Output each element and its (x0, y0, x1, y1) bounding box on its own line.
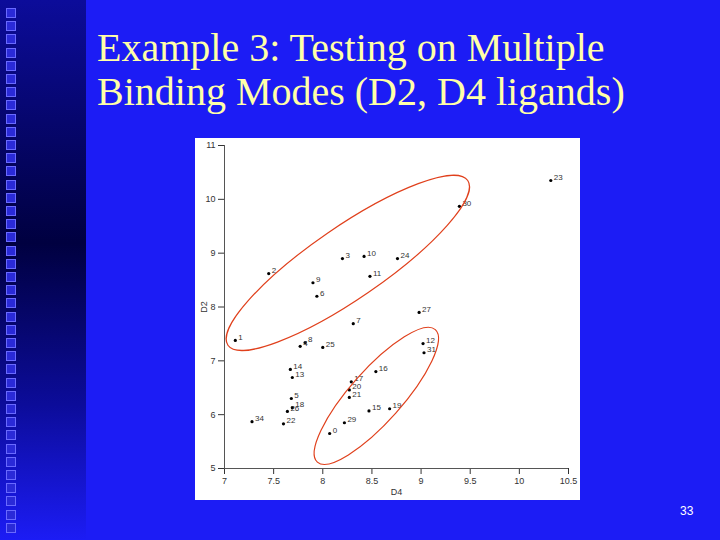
svg-text:26: 26 (290, 404, 299, 413)
svg-text:22: 22 (286, 416, 295, 425)
svg-text:10: 10 (205, 194, 215, 204)
svg-text:10: 10 (514, 476, 524, 486)
svg-text:8.5: 8.5 (366, 476, 379, 486)
html-text:33: 33 (680, 504, 694, 518)
svg-text:D4: D4 (391, 487, 403, 497)
svg-text:11: 11 (373, 269, 382, 278)
svg-text:10: 10 (367, 249, 376, 258)
svg-text:D2: D2 (199, 301, 209, 313)
svg-text:31: 31 (427, 345, 436, 355)
svg-text:9: 9 (210, 248, 215, 258)
svg-text:9.5: 9.5 (464, 476, 477, 486)
svg-text:1: 1 (238, 333, 243, 342)
svg-text:16: 16 (379, 364, 388, 373)
svg-text:5: 5 (294, 391, 299, 400)
svg-text:25: 25 (326, 340, 335, 349)
svg-text:8: 8 (210, 302, 215, 312)
svg-text:8: 8 (320, 476, 325, 486)
svg-text:11: 11 (206, 140, 215, 150)
svg-text:29: 29 (347, 415, 356, 424)
svg-text:2: 2 (271, 266, 277, 276)
svg-text:7: 7 (222, 476, 227, 486)
svg-text:8: 8 (308, 335, 313, 344)
svg-text:10.5: 10.5 (560, 476, 578, 486)
svg-text:34: 34 (255, 414, 264, 423)
svg-text:23: 23 (554, 173, 563, 182)
svg-text:18: 18 (295, 400, 305, 410)
svg-text:0: 0 (333, 426, 338, 435)
svg-text:13: 13 (295, 370, 304, 379)
svg-text:24: 24 (400, 251, 409, 260)
svg-text:21: 21 (352, 390, 361, 399)
svg-text:15: 15 (372, 403, 381, 412)
svg-text:9: 9 (316, 275, 321, 284)
svg-text:7: 7 (356, 316, 361, 325)
html-text:Example 3: Testing on Multiple: Example 3: Testing on Multiple Binding M… (97, 25, 625, 114)
svg-text:14: 14 (293, 362, 303, 371)
svg-text:12: 12 (426, 336, 435, 345)
svg-text:19: 19 (393, 401, 402, 410)
svg-text:7.5: 7.5 (267, 476, 280, 486)
svg-text:6: 6 (210, 410, 215, 420)
svg-text:9: 9 (419, 476, 424, 486)
svg-text:27: 27 (422, 305, 431, 314)
svg-text:4: 4 (303, 339, 308, 348)
svg-text:17: 17 (354, 374, 364, 384)
svg-text:7: 7 (210, 356, 215, 366)
svg-text:3: 3 (345, 251, 350, 260)
svg-text:5: 5 (210, 463, 215, 473)
svg-text:30: 30 (462, 198, 472, 208)
svg-text:6: 6 (320, 289, 325, 298)
svg-text:20: 20 (352, 382, 362, 392)
